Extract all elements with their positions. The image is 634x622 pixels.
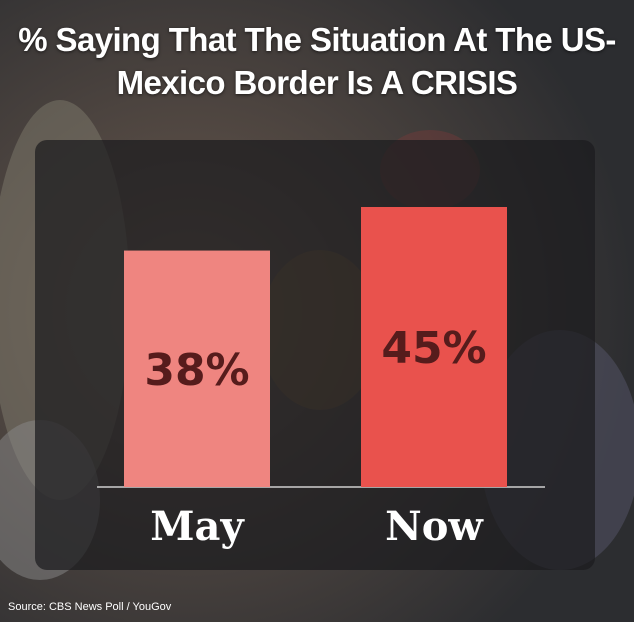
value-label: 38% xyxy=(144,345,249,396)
bar xyxy=(361,207,507,487)
source-note: Source: CBS News Poll / YouGov xyxy=(8,601,172,613)
bar xyxy=(124,250,270,487)
x-tick-label: May xyxy=(150,503,245,550)
chart-title: % Saying That The Situation At The US-Me… xyxy=(18,21,616,101)
chart-panel xyxy=(35,140,595,570)
x-tick-label: Now xyxy=(385,503,484,550)
value-label: 45% xyxy=(381,323,486,374)
